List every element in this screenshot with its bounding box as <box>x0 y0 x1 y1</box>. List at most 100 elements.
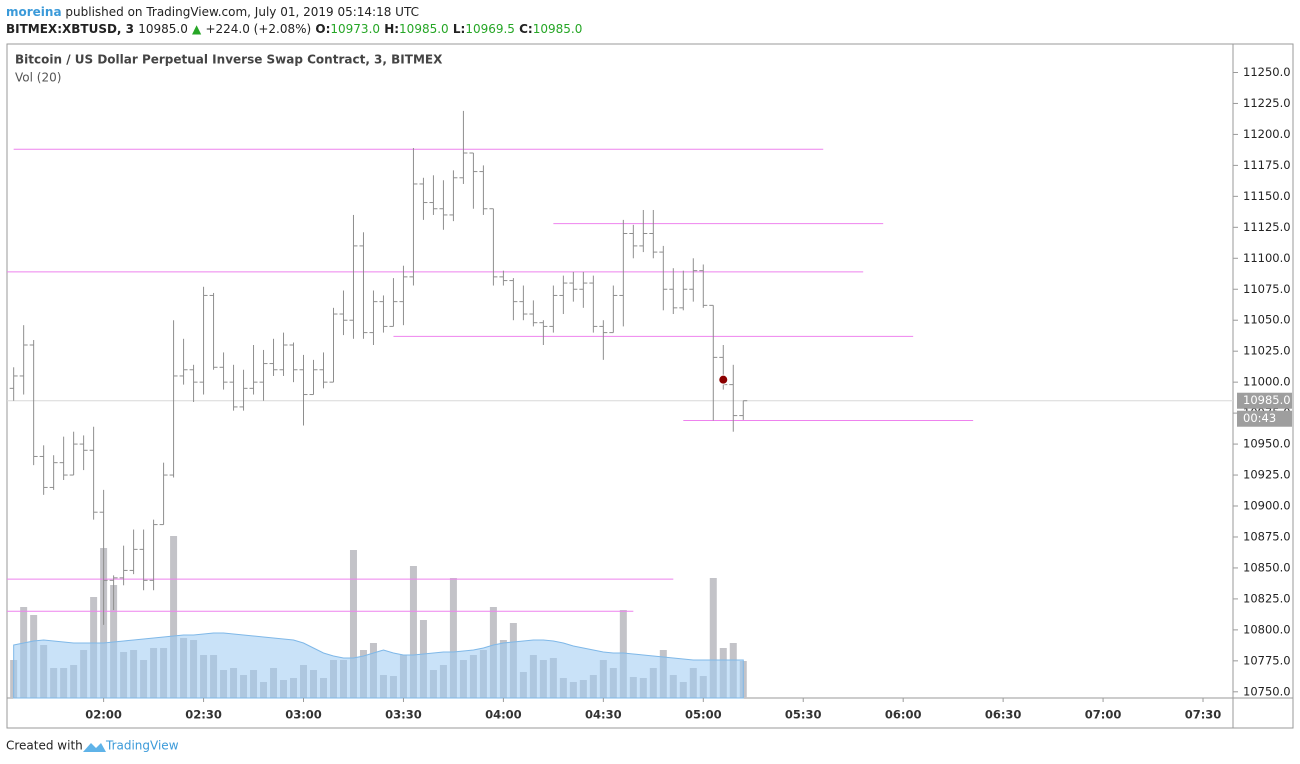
y-tick-label: 11075.0 <box>1243 282 1291 296</box>
ohlc-bar <box>99 489 108 625</box>
o: 10973.0 <box>330 22 380 36</box>
ohlc-bar <box>739 400 748 420</box>
ohlc-bar <box>159 462 168 526</box>
x-tick-label: 07:30 <box>1185 708 1222 722</box>
x-tick-label: 03:30 <box>385 708 422 722</box>
header: moreina published on TradingView.com, Ju… <box>6 5 419 19</box>
ohlc-bar <box>659 245 668 311</box>
chart-title: Bitcoin / US Dollar Perpetual Inverse Sw… <box>15 53 443 67</box>
ohlc-bar <box>599 320 608 360</box>
x-tick-label: 05:00 <box>685 708 722 722</box>
ohlc-bar <box>459 110 468 184</box>
x-tick-label: 02:30 <box>185 708 222 722</box>
symbol: BITMEX:XBTUSD, 3 <box>6 22 134 36</box>
countdown-box <box>1237 410 1292 427</box>
ohlc-bar <box>339 290 348 336</box>
ohlc-bar <box>299 354 308 426</box>
ohlc-bar <box>249 344 258 395</box>
ohlc-bar <box>259 349 268 401</box>
x-tick-label: 04:30 <box>585 708 622 722</box>
ohlc-bar <box>649 209 658 259</box>
x-tick-label: 02:00 <box>85 708 122 722</box>
ohlc-bar <box>679 270 688 311</box>
ohlc-bar <box>479 165 488 215</box>
ohlc-bar <box>359 232 368 339</box>
ohlc-bar <box>549 285 558 333</box>
l: 10969.5 <box>465 22 515 36</box>
ohlc-bar <box>79 435 88 471</box>
ohlc-bar <box>449 170 458 222</box>
ohlc-bar <box>509 278 518 321</box>
y-tick-label: 11125.0 <box>1243 220 1291 234</box>
ohlc-bar <box>119 545 128 586</box>
countdown-label: 00:43 <box>1243 411 1276 425</box>
ohlc-bar <box>229 364 238 411</box>
ohlc-bar <box>589 275 598 333</box>
c-label: C: <box>519 22 533 36</box>
y-tick-label: 11050.0 <box>1243 313 1291 327</box>
ohlc-bar <box>489 208 498 286</box>
ohlc-bar <box>389 278 398 327</box>
volume-label: Vol (20) <box>15 71 61 85</box>
ohlc-bar <box>129 529 138 575</box>
l-label: L: <box>453 22 465 36</box>
ohlc-bar <box>49 455 58 490</box>
ohlc-bar <box>639 209 648 253</box>
last: 10985.0 <box>138 22 188 36</box>
ohlc-bar <box>419 177 428 220</box>
ohlc-bar <box>429 175 438 215</box>
volume-bar <box>709 578 717 698</box>
change: +224.0 (+2.08%) <box>205 22 311 36</box>
y-tick-label: 10750.0 <box>1243 684 1291 698</box>
x-tick-label: 05:30 <box>785 708 822 722</box>
y-tick-label: 11100.0 <box>1243 251 1291 265</box>
y-tick-label: 10825.0 <box>1243 591 1291 605</box>
y-tick-label: 10850.0 <box>1243 560 1291 574</box>
ohlc-bar <box>539 320 548 345</box>
marker <box>718 374 729 385</box>
ohlc-bar <box>709 304 718 421</box>
symbol-line: BITMEX:XBTUSD, 3 10985.0 ▲ +224.0 (+2.08… <box>6 22 582 36</box>
y-tick-label: 10925.0 <box>1243 468 1291 482</box>
ohlc-bar <box>579 271 588 308</box>
ohlc-bar <box>319 352 328 389</box>
ohlc-bar <box>619 219 628 327</box>
ohlc-bar <box>379 295 388 333</box>
ohlc-bar <box>689 258 698 302</box>
ohlc-bar <box>629 224 638 259</box>
ohlc-bar <box>69 431 78 476</box>
published: published on TradingView.com, July 01, 2… <box>65 5 419 19</box>
ohlc-bar <box>729 364 738 432</box>
o-label: O: <box>315 22 330 36</box>
x-tick-label: 06:30 <box>985 708 1022 722</box>
footer-brand[interactable]: TradingView <box>105 739 179 753</box>
h-label: H: <box>384 22 399 36</box>
ohlc-bar <box>369 290 378 345</box>
ohlc-bar <box>19 325 28 395</box>
y-tick-label: 10775.0 <box>1243 653 1291 667</box>
ohlc-bar <box>669 268 678 315</box>
author[interactable]: moreina <box>6 5 62 19</box>
ohlc-bar <box>169 320 178 478</box>
ohlc-bar <box>149 519 158 591</box>
volume-bar <box>349 550 357 698</box>
ohlc-bar <box>609 285 618 334</box>
ohlc-bar <box>219 352 228 390</box>
last-price-box <box>1237 392 1292 409</box>
ohlc-bar <box>349 214 358 339</box>
ohlc-bar <box>239 369 248 411</box>
c: 10985.0 <box>533 22 583 36</box>
volume-bar <box>409 566 417 698</box>
ohlc-bar <box>569 271 578 302</box>
y-tick-label: 11175.0 <box>1243 158 1291 172</box>
frame <box>6 43 1294 729</box>
volume-bar <box>170 536 178 698</box>
ohlc-bar <box>529 300 538 327</box>
axes: 10750.0 10775.0 10800.0 10825.0 10850.0 10875… <box>85 65 1292 722</box>
ohlc-bar <box>179 338 188 385</box>
ohlc-bar <box>109 575 118 611</box>
ohlc-bar <box>559 275 568 315</box>
x-tick-label: 06:00 <box>885 708 922 722</box>
ohlc-bar <box>499 270 508 286</box>
ohlc-bar <box>199 286 208 395</box>
